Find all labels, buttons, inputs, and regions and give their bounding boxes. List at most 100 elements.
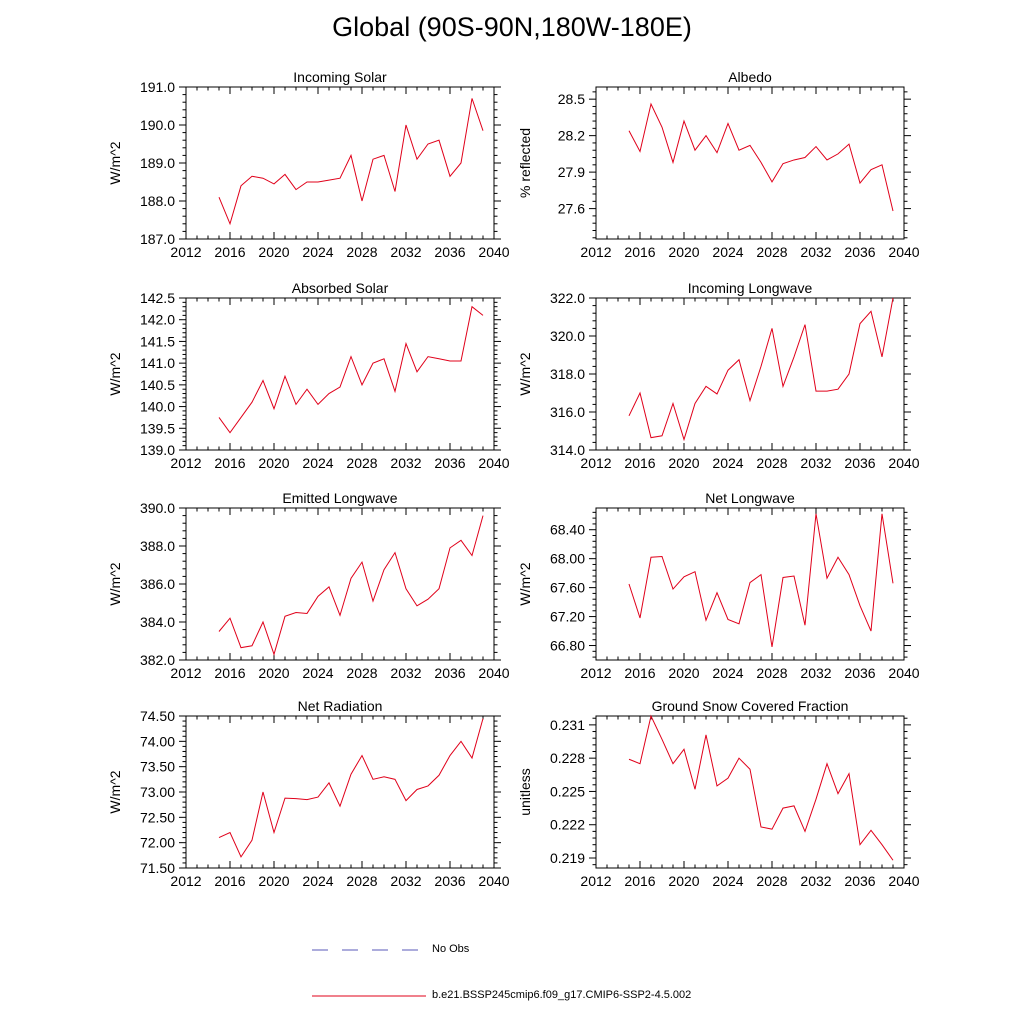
x-tick-label: 2020 (668, 455, 699, 471)
chart-panel-7: Ground Snow Covered Fraction unitless 2012… (517, 698, 920, 889)
x-tick-label: 2036 (434, 244, 465, 260)
x-tick-label: 2012 (170, 873, 201, 889)
x-tick-label: 2012 (580, 244, 611, 260)
y-axis-label: W/m^2 (107, 352, 123, 395)
page-title: Global (90S-90N,180W-180E) (332, 12, 692, 42)
chart-panel-1: Albedo % reflected 2012 2016 2020 2024 2028 203… (517, 69, 920, 260)
y-tick-label: 314.0 (550, 442, 585, 458)
plot-frame (595, 86, 905, 240)
y-tick-label: 74.50 (140, 708, 175, 724)
y-tick-label: 190.0 (140, 117, 175, 133)
y-tick-label: 0.231 (550, 717, 585, 733)
chart-panel-5: Net Longwave W/m^2 2012 2016 2020 2024 2028 203… (517, 490, 920, 681)
x-tick-label: 2040 (888, 455, 919, 471)
y-tick-label: 189.0 (140, 155, 175, 171)
x-tick-label: 2020 (258, 873, 289, 889)
chart-panel-2: Absorbed Solar W/m^2 2012 2016 2020 2024 2028 2… (107, 280, 510, 471)
x-tick-label: 2016 (624, 665, 655, 681)
y-tick-label: 187.0 (140, 231, 175, 247)
panel-title: Incoming Solar (293, 69, 387, 85)
legend-item-no-obs: No Obs (0, 940, 1024, 960)
y-tick-label: 71.50 (140, 860, 175, 876)
y-tick-label: 73.00 (140, 784, 175, 800)
x-tick-label: 2028 (346, 455, 377, 471)
x-tick-label: 2024 (712, 244, 743, 260)
x-tick-label: 2024 (712, 665, 743, 681)
panel-title: Incoming Longwave (688, 280, 813, 296)
y-axis-label: unitless (517, 768, 533, 815)
y-tick-label: 72.00 (140, 835, 175, 851)
y-tick-label: 28.2 (558, 128, 585, 144)
series-line (628, 102, 894, 212)
x-tick-label: 2012 (170, 665, 201, 681)
x-tick-label: 2028 (346, 244, 377, 260)
x-tick-label: 2032 (390, 244, 421, 260)
y-tick-label: 0.222 (550, 817, 585, 833)
legend-label: No Obs (432, 943, 470, 955)
x-tick-label: 2016 (214, 244, 245, 260)
x-tick-label: 2016 (624, 873, 655, 889)
y-tick-label: 382.0 (140, 652, 175, 668)
chart-panel-6: Net Radiation W/m^2 2012 2016 2020 2024 2028 20… (107, 698, 510, 889)
x-tick-label: 2012 (170, 244, 201, 260)
y-tick-label: 386.0 (140, 576, 175, 592)
plot-frame (185, 715, 495, 869)
y-axis-label: % reflected (517, 128, 533, 198)
x-tick-label: 2020 (258, 455, 289, 471)
x-tick-label: 2028 (756, 665, 787, 681)
x-tick-label: 2032 (800, 244, 831, 260)
series-line (218, 305, 484, 434)
x-tick-label: 2012 (170, 455, 201, 471)
x-tick-label: 2036 (844, 244, 875, 260)
y-axis-label: W/m^2 (107, 141, 123, 184)
y-tick-label: 191.0 (140, 79, 175, 95)
y-tick-label: 384.0 (140, 614, 175, 630)
x-tick-label: 2024 (712, 455, 743, 471)
x-tick-label: 2012 (580, 455, 611, 471)
series-line (218, 515, 484, 656)
x-tick-label: 2036 (434, 873, 465, 889)
chart-panel-3: Incoming Longwave W/m^2 2012 2016 2020 2024 20… (517, 280, 920, 471)
y-tick-label: 66.80 (550, 638, 585, 654)
panel-title: Ground Snow Covered Fraction (652, 698, 849, 714)
x-tick-label: 2020 (258, 665, 289, 681)
y-axis-label: W/m^2 (517, 562, 533, 605)
chart-panel-0: Incoming Solar W/m^2 2012 2016 2020 2024 2028 2… (107, 69, 510, 260)
x-tick-label: 2040 (478, 244, 509, 260)
chart-panel-4: Emitted Longwave W/m^2 2012 2016 2020 2024 202… (107, 490, 510, 681)
x-tick-label: 2012 (580, 873, 611, 889)
y-tick-label: 141.5 (140, 333, 175, 349)
y-axis-label: W/m^2 (517, 352, 533, 395)
x-tick-label: 2040 (478, 873, 509, 889)
series-line (218, 98, 484, 226)
x-tick-label: 2036 (844, 455, 875, 471)
x-tick-label: 2036 (434, 455, 465, 471)
plot-frame (185, 507, 495, 661)
panel-title: Net Longwave (705, 490, 795, 506)
panel-title: Albedo (728, 69, 772, 85)
panel-title: Emitted Longwave (282, 490, 397, 506)
x-tick-label: 2036 (844, 665, 875, 681)
x-tick-label: 2040 (478, 665, 509, 681)
x-tick-label: 2032 (390, 665, 421, 681)
series-line (628, 513, 894, 648)
y-tick-label: 390.0 (140, 500, 175, 516)
x-tick-label: 2016 (214, 455, 245, 471)
y-tick-label: 322.0 (550, 290, 585, 306)
y-tick-label: 72.50 (140, 809, 175, 825)
plot-frame (595, 297, 905, 451)
y-tick-label: 0.225 (550, 783, 585, 799)
x-tick-label: 2028 (756, 873, 787, 889)
x-tick-label: 2040 (478, 455, 509, 471)
x-tick-label: 2024 (712, 873, 743, 889)
y-tick-label: 139.5 (140, 420, 175, 436)
legend-item-model-run: b.e21.BSSP245cmip6.f09_g17.CMIP6-SSP2-4.… (0, 986, 1024, 1006)
x-tick-label: 2028 (756, 455, 787, 471)
x-tick-label: 2016 (624, 455, 655, 471)
y-tick-label: 73.50 (140, 759, 175, 775)
x-tick-label: 2020 (668, 665, 699, 681)
y-tick-label: 142.0 (140, 312, 175, 328)
x-tick-label: 2040 (888, 665, 919, 681)
x-tick-label: 2032 (390, 873, 421, 889)
